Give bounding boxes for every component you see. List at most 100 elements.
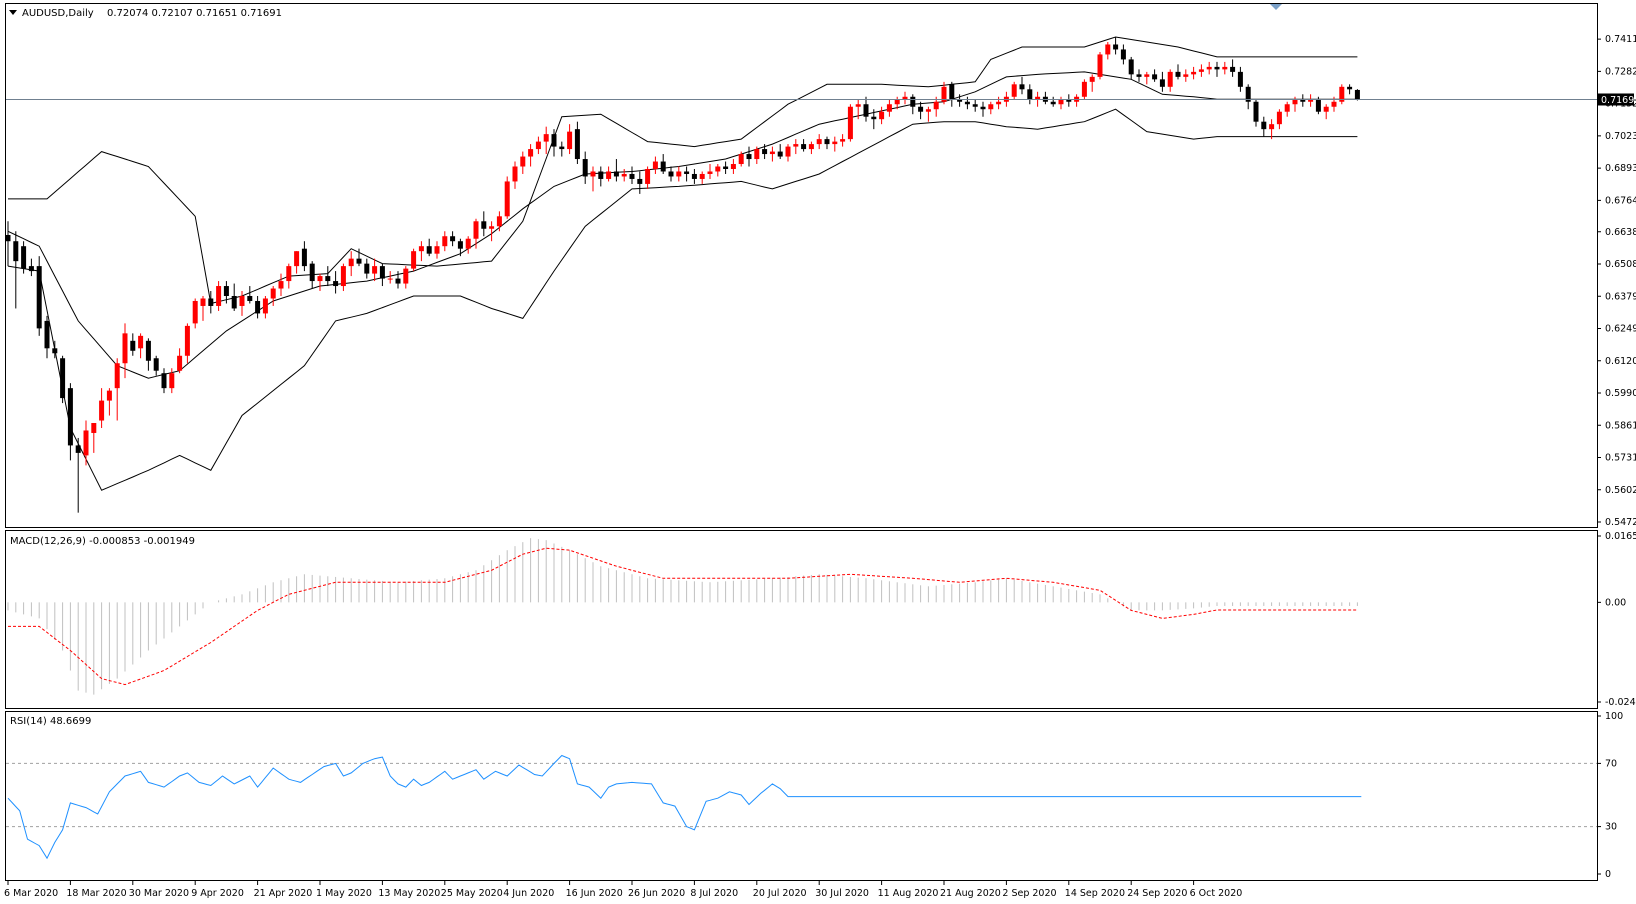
candle-body [419, 246, 424, 251]
candle-body [177, 356, 182, 371]
x-axis-label: 4 Jun 2020 [503, 888, 554, 899]
candle-body [708, 171, 713, 173]
candle [505, 176, 510, 218]
candle-body [1059, 99, 1064, 104]
candle-body [185, 326, 190, 356]
candle [1098, 52, 1103, 79]
candle-body [1332, 102, 1337, 107]
candle-body [630, 174, 635, 179]
candle-body [1176, 72, 1181, 77]
candle-body [747, 154, 752, 159]
candle-body [1269, 124, 1274, 129]
candle [37, 256, 42, 336]
candle-body [263, 298, 268, 313]
candle-body [1168, 72, 1173, 87]
candle-body [388, 279, 393, 280]
candle-body [715, 167, 720, 172]
candle-body [255, 301, 260, 313]
symbol-caption: AUDUSD,Daily [22, 8, 94, 19]
candle-body [474, 221, 479, 238]
candle-body [286, 266, 291, 281]
candle-body [544, 134, 549, 141]
candle-body [1222, 67, 1227, 69]
x-axis-label: 11 Aug 2020 [878, 888, 939, 899]
candle-body [372, 266, 377, 273]
candle-body [169, 373, 174, 388]
candle-body [325, 276, 330, 281]
x-axis-label: 8 Jul 2020 [690, 888, 738, 899]
candle-body [653, 162, 658, 169]
candle-body [879, 112, 884, 119]
candle-body [1082, 82, 1087, 97]
candle-body [240, 296, 245, 306]
candle-body [1261, 122, 1266, 129]
rsi-axis-label: 70 [1605, 758, 1617, 769]
rsi-axis-label: 30 [1605, 822, 1617, 833]
candle-body [505, 181, 510, 216]
candle-body [825, 139, 830, 144]
price-axis-label: 0.65085 [1605, 259, 1636, 270]
x-axis-label: 21 Apr 2020 [254, 888, 313, 899]
candle-body [528, 149, 533, 156]
x-axis-label: 1 May 2020 [316, 888, 372, 899]
candle-body [224, 286, 229, 296]
candle-body [1152, 74, 1157, 79]
candle-body [84, 430, 89, 455]
candle-body [871, 117, 876, 119]
candle-body [380, 266, 385, 278]
candle-body [645, 169, 650, 184]
candle-body [887, 104, 892, 111]
candle-body [949, 84, 954, 99]
candle-body [45, 321, 50, 348]
candle-body [910, 97, 915, 107]
candle-body [1144, 74, 1149, 76]
candle-body [778, 152, 783, 157]
candle-body [1020, 84, 1025, 89]
candle-body [76, 445, 81, 452]
macd-axis-label: 0.016538 [1605, 531, 1636, 542]
candle-body [1137, 74, 1142, 76]
candle-body [1027, 89, 1032, 99]
candle-body [903, 97, 908, 99]
candle-body [965, 102, 970, 104]
candle-body [341, 266, 346, 286]
candle-body [1199, 69, 1204, 71]
candle-body [809, 144, 814, 149]
candle-body [60, 358, 65, 398]
x-axis-label: 24 Sep 2020 [1127, 888, 1187, 899]
candle-body [1254, 102, 1259, 122]
candle-body [1090, 77, 1095, 82]
candle-body [154, 358, 159, 370]
rsi-caption: RSI(14) 48.6699 [10, 716, 91, 727]
candle-body [575, 129, 580, 159]
candle-body [895, 99, 900, 104]
candle-body [294, 251, 299, 266]
x-axis-label: 16 Jun 2020 [566, 888, 623, 899]
candle-body [318, 276, 323, 281]
candle-body [364, 264, 369, 274]
candle-body [1230, 67, 1235, 72]
candle-body [754, 149, 759, 159]
candle-body [208, 298, 213, 305]
x-axis-label: 14 Sep 2020 [1065, 888, 1125, 899]
candle-body [606, 171, 611, 178]
candle-body [801, 144, 806, 149]
candle-body [1191, 72, 1196, 74]
current-price-label: 0.71691 [1601, 95, 1636, 106]
candle-body [123, 333, 128, 363]
candle-body [489, 226, 494, 228]
candle-body [349, 259, 354, 266]
rsi-pane [6, 712, 1598, 881]
candle-body [1012, 84, 1017, 96]
candle-body [692, 174, 697, 179]
candle-body [21, 246, 26, 268]
ohlc-caption: 0.72074 0.72107 0.71651 0.71691 [107, 8, 282, 19]
candle-body [99, 401, 104, 421]
rsi-axis-label: 100 [1605, 711, 1623, 722]
candle-body [403, 269, 408, 284]
